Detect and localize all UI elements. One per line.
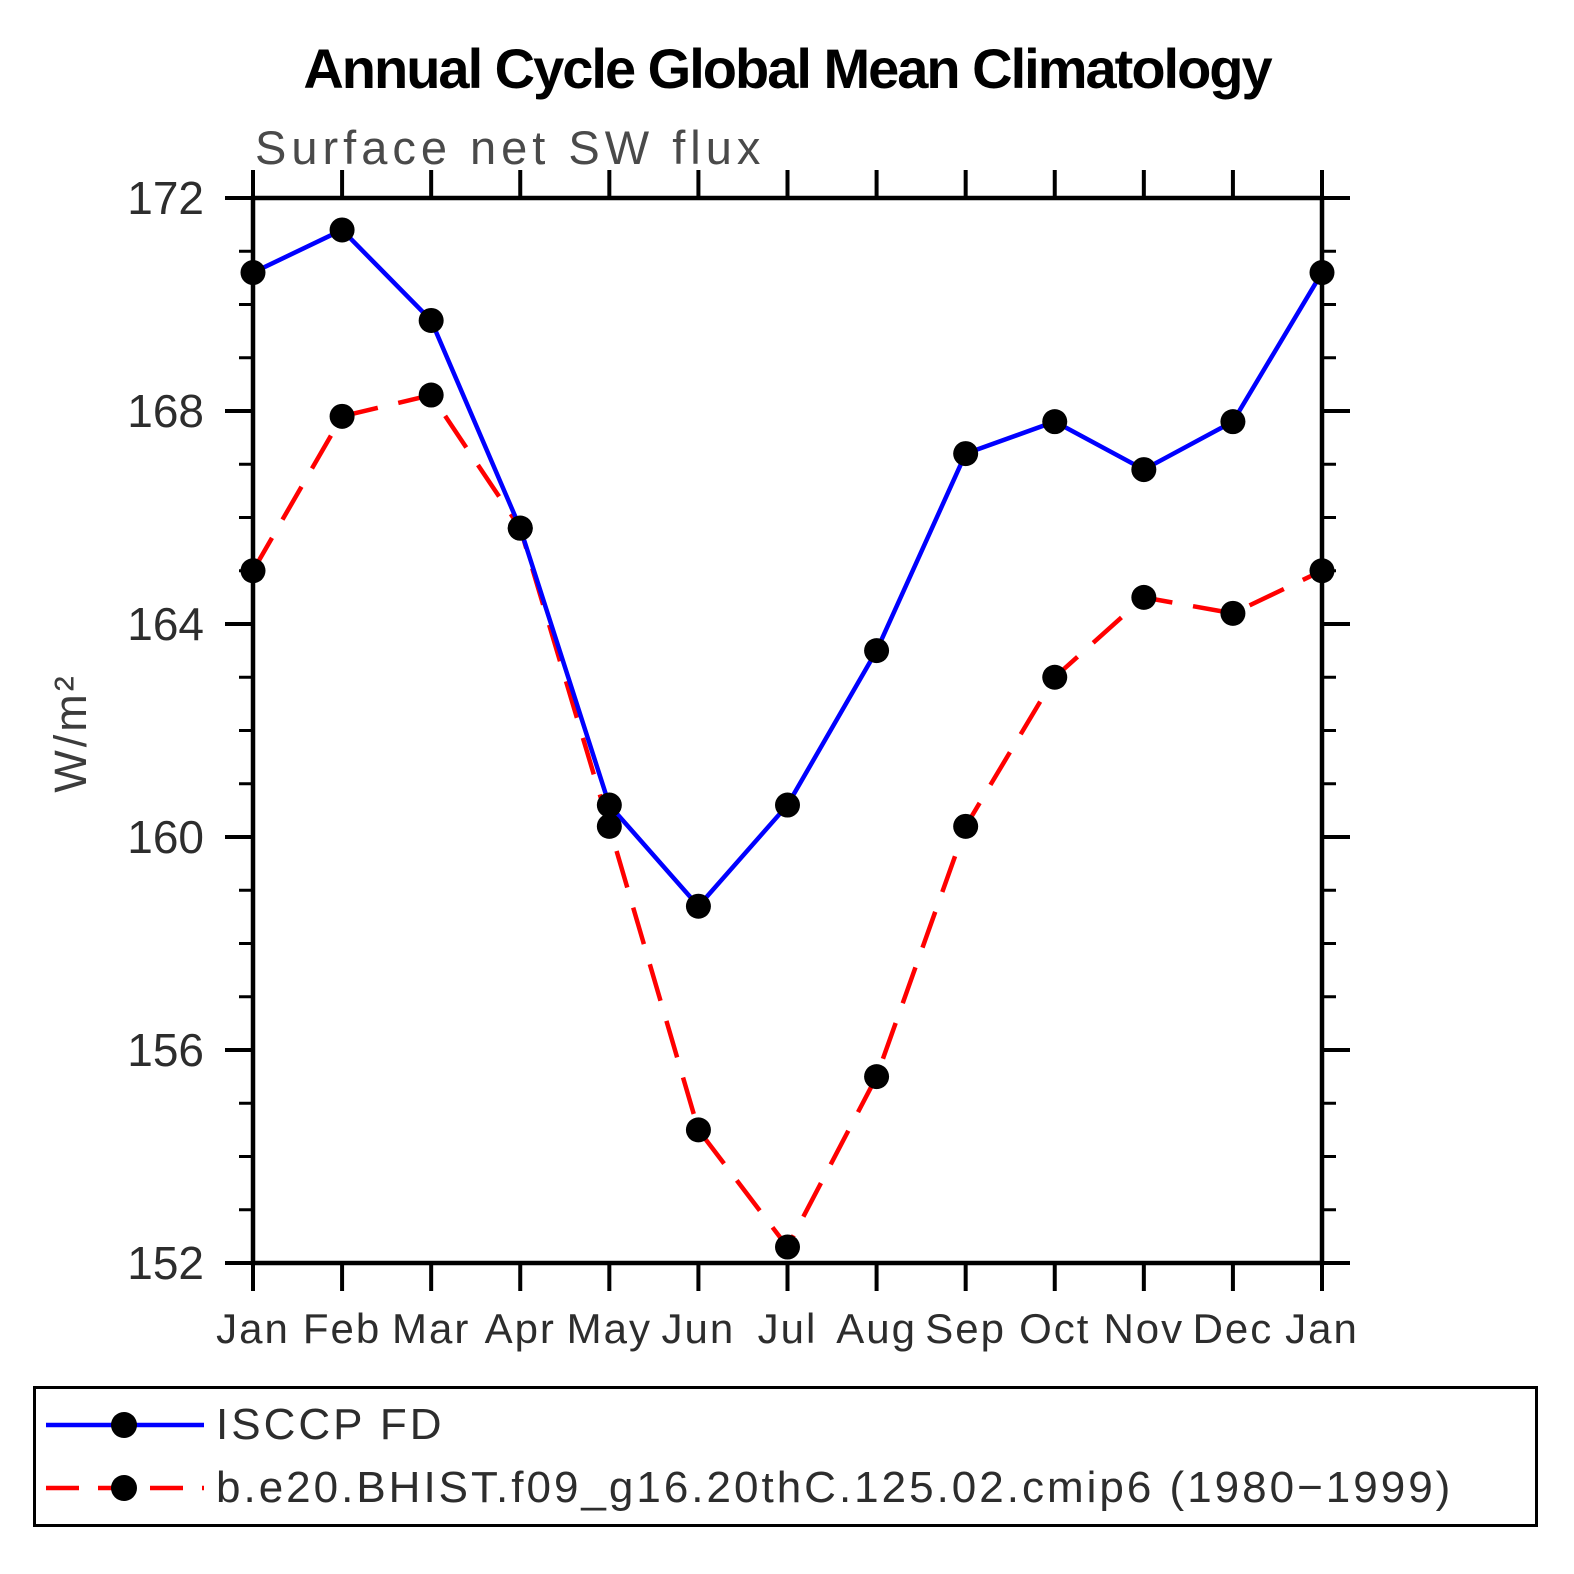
legend-label-isccp: ISCCP FD <box>216 1400 445 1449</box>
chart-subtitle: Surface net SW flux <box>255 121 766 174</box>
x-tick-label: Apr <box>485 1305 556 1352</box>
data-point-marker <box>685 1117 711 1143</box>
legend-sample-svg <box>46 1475 204 1501</box>
data-point-marker <box>775 1234 800 1260</box>
data-point-marker <box>240 260 266 286</box>
y-tick-label: 164 <box>127 598 204 650</box>
data-point-marker <box>596 792 622 818</box>
legend-box: ISCCP FD b.e20.BHIST.f09_g16.20thC.125.0… <box>33 1386 1538 1527</box>
data-point-marker <box>507 515 533 541</box>
data-point-marker <box>775 792 800 818</box>
x-tick-label: Oct <box>1019 1305 1090 1352</box>
x-tick-label: May <box>567 1305 652 1352</box>
x-tick-label: Jun <box>662 1305 736 1352</box>
legend-sample-dashed-line <box>44 1465 214 1511</box>
chart-title: Annual Cycle Global Mean Climatology <box>303 37 1272 100</box>
data-point-marker <box>329 217 355 243</box>
data-point-marker <box>1131 584 1157 610</box>
data-point-marker <box>240 558 266 584</box>
y-tick-label: 172 <box>127 172 204 224</box>
y-tick-label: 156 <box>127 1024 204 1076</box>
legend-row-model: b.e20.BHIST.f09_g16.20thC.125.02.cmip6 (… <box>44 1463 1535 1512</box>
data-point-marker <box>864 1064 890 1090</box>
series-line-1 <box>251 392 1323 1250</box>
data-point-marker <box>596 813 622 839</box>
x-tick-label: Jan <box>1285 1305 1359 1352</box>
data-point-marker <box>685 893 711 919</box>
x-tick-label: Sep <box>925 1305 1006 1352</box>
data-point-marker <box>1309 558 1335 584</box>
data-point-marker <box>418 382 444 408</box>
y-tick-label: 168 <box>127 385 204 437</box>
y-tick-label: 160 <box>127 811 204 863</box>
data-point-marker <box>953 441 979 467</box>
data-point-marker <box>953 813 979 839</box>
legend-marker-sample <box>111 1412 137 1438</box>
y-tick-label: 152 <box>127 1237 204 1289</box>
x-tick-label: Dec <box>1193 1305 1274 1352</box>
data-point-marker <box>1131 457 1157 483</box>
data-point-marker <box>329 403 355 429</box>
legend-sample-svg <box>46 1412 204 1438</box>
x-tick-label: Nov <box>1103 1305 1184 1352</box>
data-point-marker <box>1309 260 1335 286</box>
legend-label-model: b.e20.BHIST.f09_g16.20thC.125.02.cmip6 (… <box>216 1463 1454 1512</box>
plot-area: Jan Feb Mar Apr May Jun Jul Aug Sep Oct Nov Dec Jan1… <box>127 170 1359 1352</box>
data-point-marker <box>1220 600 1246 626</box>
x-tick-label: Feb <box>303 1305 381 1352</box>
legend-marker-sample <box>111 1475 137 1501</box>
data-point-marker <box>864 638 890 664</box>
legend-sample-solid-line <box>44 1402 214 1448</box>
x-tick-label: Jan <box>216 1305 290 1352</box>
data-point-marker <box>418 307 444 333</box>
data-point-marker <box>1042 664 1068 690</box>
data-point-marker <box>1042 409 1068 435</box>
plot-border <box>250 195 1325 1266</box>
x-tick-label: Mar <box>392 1305 470 1352</box>
x-tick-label: Jul <box>758 1305 818 1352</box>
x-tick-label: Aug <box>836 1305 917 1352</box>
data-point-marker <box>1220 409 1246 435</box>
legend-row-isccp: ISCCP FD <box>44 1400 1535 1449</box>
